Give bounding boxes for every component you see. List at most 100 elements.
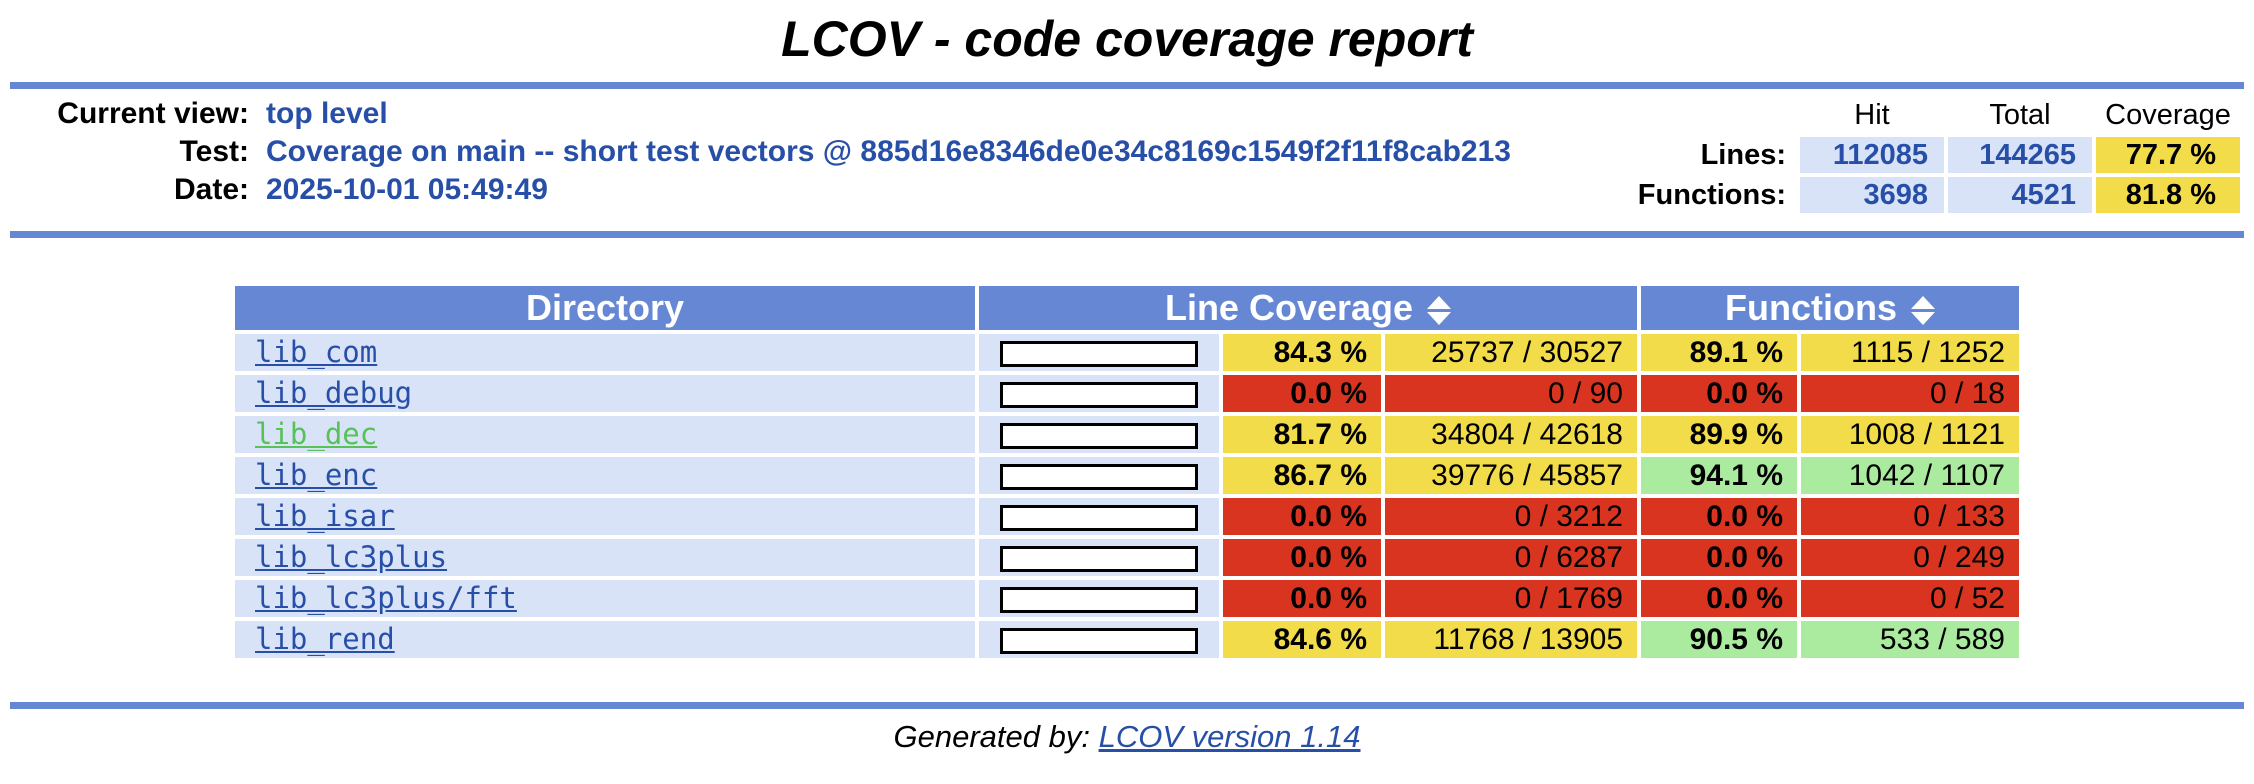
coverage-bar-cell: [979, 621, 1219, 658]
line-coverage-percent: 86.7 %: [1223, 457, 1381, 494]
date-label: Date:: [173, 173, 249, 206]
directory-link[interactable]: lib_lc3plus: [255, 540, 448, 574]
summary-header-row: Hit Total Coverage: [1637, 97, 2240, 133]
line-coverage-percent: 0.0 %: [1223, 375, 1381, 412]
summary-col-hit: Hit: [1854, 98, 1890, 131]
coverage-bar-cell: [979, 334, 1219, 371]
table-row: lib_debug 0.0 % 0 / 90 0.0 % 0 / 18: [235, 375, 2019, 412]
line-coverage-ratio: 39776 / 45857: [1385, 457, 1637, 494]
directory-cell: lib_enc: [235, 457, 975, 494]
directory-cell: lib_com: [235, 334, 975, 371]
meta-row-date: Date: 2025-10-01 05:49:49: [10, 171, 1512, 209]
coverage-table-body: lib_com 84.3 % 25737 / 30527 89.1 % 1115…: [235, 334, 2019, 658]
column-header-directory: Directory: [235, 286, 975, 330]
divider-top: [10, 82, 2244, 89]
directory-link[interactable]: lib_isar: [255, 499, 395, 533]
test-value: Coverage on main -- short test vectors @…: [266, 135, 1511, 168]
directory-link[interactable]: lib_lc3plus/fft: [255, 581, 517, 615]
line-coverage-percent: 0.0 %: [1223, 580, 1381, 617]
meta-row-current-view: Current view: top level: [10, 95, 1512, 133]
sort-line-coverage-icon[interactable]: [1427, 295, 1452, 325]
function-coverage-ratio: 533 / 589: [1801, 621, 2019, 658]
coverage-bar-cell: [979, 457, 1219, 494]
table-row: lib_lc3plus 0.0 % 0 / 6287 0.0 % 0 / 249: [235, 539, 2019, 576]
function-coverage-percent: 0.0 %: [1641, 498, 1797, 535]
divider-footer: [10, 702, 2244, 709]
line-coverage-ratio: 11768 / 13905: [1385, 621, 1637, 658]
coverage-bar: [1000, 381, 1198, 408]
line-coverage-ratio: 0 / 3212: [1385, 498, 1637, 535]
coverage-bar: [1000, 586, 1198, 613]
summary-row-lines: Lines: 112085 144265 77.7 %: [1637, 137, 2240, 173]
coverage-bar: [1000, 422, 1198, 449]
coverage-summary-table: Hit Total Coverage Lines: 112085 144265 …: [1633, 93, 2244, 217]
directory-cell: lib_debug: [235, 375, 975, 412]
function-coverage-percent: 0.0 %: [1641, 580, 1797, 617]
function-coverage-ratio: 1042 / 1107: [1801, 457, 2019, 494]
line-coverage-percent: 81.7 %: [1223, 416, 1381, 453]
lines-label: Lines:: [1700, 138, 1786, 171]
sort-functions-icon[interactable]: [1910, 295, 1935, 325]
directory-link[interactable]: lib_dec: [255, 417, 378, 451]
lines-hit-value: 112085: [1800, 137, 1944, 173]
lines-total-value: 144265: [1948, 137, 2092, 173]
function-coverage-ratio: 0 / 249: [1801, 539, 2019, 576]
functions-label: Functions:: [1637, 178, 1786, 211]
sort-up-arrow-icon: [1427, 295, 1452, 309]
directory-cell: lib_lc3plus/fft: [235, 580, 975, 617]
directory-cell: lib_lc3plus: [235, 539, 975, 576]
function-coverage-ratio: 0 / 52: [1801, 580, 2019, 617]
function-coverage-percent: 0.0 %: [1641, 375, 1797, 412]
coverage-bar: [1000, 463, 1198, 490]
line-coverage-percent: 0.0 %: [1223, 498, 1381, 535]
line-coverage-ratio: 34804 / 42618: [1385, 416, 1637, 453]
function-coverage-ratio: 1008 / 1121: [1801, 416, 2019, 453]
line-coverage-percent: 84.6 %: [1223, 621, 1381, 658]
sort-down-arrow-icon: [1427, 311, 1452, 325]
table-row: lib_enc 86.7 % 39776 / 45857 94.1 % 1042…: [235, 457, 2019, 494]
line-coverage-ratio: 0 / 1769: [1385, 580, 1637, 617]
lcov-version-link[interactable]: LCOV version 1.14: [1098, 719, 1361, 754]
directory-link[interactable]: lib_rend: [255, 622, 395, 656]
function-coverage-ratio: 1115 / 1252: [1801, 334, 2019, 371]
function-coverage-percent: 90.5 %: [1641, 621, 1797, 658]
directory-link[interactable]: lib_com: [255, 335, 378, 369]
functions-total-value: 4521: [1948, 177, 2092, 213]
current-view-label: Current view:: [57, 97, 249, 130]
line-coverage-ratio: 0 / 90: [1385, 375, 1637, 412]
report-header: Current view: top level Test: Coverage o…: [0, 89, 2254, 225]
line-coverage-header-label: Line Coverage: [1164, 287, 1414, 328]
table-row: lib_com 84.3 % 25737 / 30527 89.1 % 1115…: [235, 334, 2019, 371]
function-coverage-percent: 0.0 %: [1641, 539, 1797, 576]
function-coverage-percent: 89.9 %: [1641, 416, 1797, 453]
sort-down-arrow-icon: [1910, 311, 1935, 325]
function-coverage-ratio: 0 / 18: [1801, 375, 2019, 412]
directory-coverage-table: Directory Line Coverage Functions lib_co…: [231, 282, 2023, 662]
footer: Generated by: LCOV version 1.14: [0, 719, 2254, 755]
date-value: 2025-10-01 05:49:49: [266, 173, 548, 206]
directory-cell: lib_isar: [235, 498, 975, 535]
coverage-bar: [1000, 340, 1198, 367]
coverage-bar: [1000, 504, 1198, 531]
divider-header: [10, 231, 2244, 238]
directory-link[interactable]: lib_debug: [255, 376, 413, 410]
column-header-functions: Functions: [1641, 286, 2019, 330]
line-coverage-ratio: 25737 / 30527: [1385, 334, 1637, 371]
summary-col-total: Total: [1989, 98, 2051, 131]
directory-link[interactable]: lib_enc: [255, 458, 378, 492]
coverage-bar: [1000, 627, 1198, 654]
function-coverage-ratio: 0 / 133: [1801, 498, 2019, 535]
test-label: Test:: [179, 135, 249, 168]
directory-cell: lib_rend: [235, 621, 975, 658]
page-title: LCOV - code coverage report: [781, 11, 1473, 67]
line-coverage-percent: 0.0 %: [1223, 539, 1381, 576]
table-row: lib_lc3plus/fft 0.0 % 0 / 1769 0.0 % 0 /…: [235, 580, 2019, 617]
table-row: lib_rend 84.6 % 11768 / 13905 90.5 % 533…: [235, 621, 2019, 658]
report-meta-table: Current view: top level Test: Coverage o…: [10, 95, 1512, 209]
directory-cell: lib_dec: [235, 416, 975, 453]
functions-coverage-value: 81.8 %: [2096, 177, 2240, 213]
current-view-value: top level: [266, 97, 388, 130]
coverage-bar-cell: [979, 539, 1219, 576]
line-coverage-ratio: 0 / 6287: [1385, 539, 1637, 576]
coverage-bar-cell: [979, 416, 1219, 453]
